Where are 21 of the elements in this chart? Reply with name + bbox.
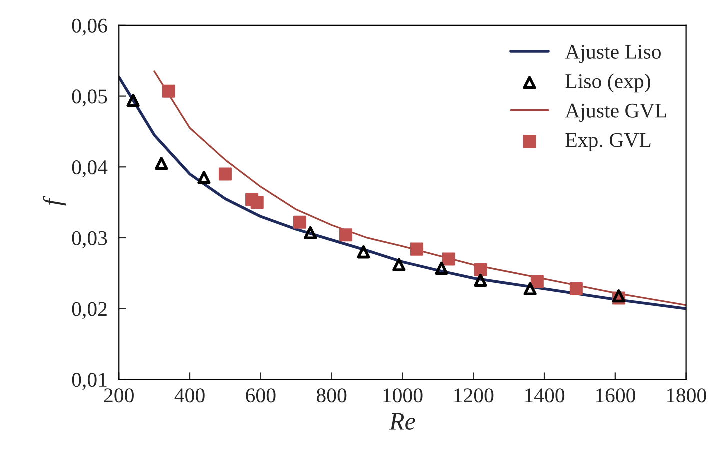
x-tick-label: 1800	[667, 388, 706, 403]
x-tick-label: 1000	[384, 388, 423, 403]
y-tick-label: 0,01	[72, 373, 107, 390]
y-tick-label: 0,05	[72, 90, 108, 107]
y-axis-title: f	[43, 196, 66, 206]
x-tick-label: 1400	[526, 388, 565, 403]
x-tick-label: 200	[104, 388, 134, 403]
legend-label: Ajuste GVL	[565, 104, 666, 122]
x-axis-title: Re	[389, 413, 416, 430]
legend-label: Liso (exp)	[566, 74, 650, 93]
x-tick-label: 1600	[596, 388, 636, 403]
y-tick-label: 0,06	[72, 18, 108, 36]
x-tick-label: 400	[174, 388, 205, 403]
y-tick-label: 0,04	[72, 160, 108, 178]
y-tick-label: 0,02	[72, 302, 107, 320]
y-tick-label: 0,03	[72, 231, 108, 248]
x-tick-label: 800	[316, 388, 347, 403]
x-tick-label: 600	[246, 388, 276, 403]
legend-label: Exp. GVL	[566, 133, 651, 152]
x-tick-label: 1200	[454, 388, 494, 403]
legend-label: Ajuste Liso	[565, 45, 661, 64]
